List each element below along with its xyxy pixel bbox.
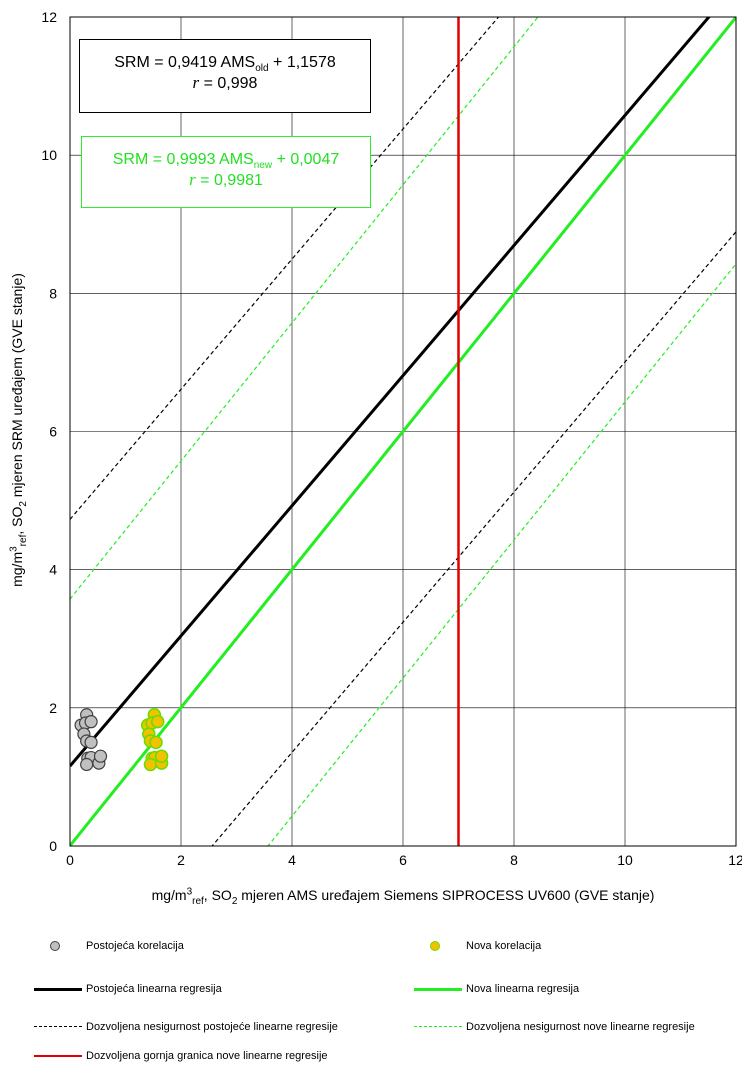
x-tick-label: 10: [617, 852, 633, 868]
legend-item-old-points: Postojeća korelacija: [30, 940, 184, 952]
tick-labels: 0 2 4 6 8 10 12 0 2 4 6 8 10 12: [41, 9, 742, 868]
y-tick-label: 10: [41, 147, 57, 163]
old-data-point: [80, 757, 94, 772]
x-tick-label: 6: [399, 852, 407, 868]
old-data-point: [93, 749, 108, 763]
x-axis-label: mg/m3ref, SO2 mjeren AMS uređajem Siemen…: [151, 886, 655, 907]
y-tick-label: 4: [49, 562, 57, 578]
old-regression-line: [70, 17, 711, 767]
x-tick-label: 8: [510, 852, 518, 868]
legend-item-old-band: Dozvoljena nesigurnost postojeće linearn…: [30, 1021, 338, 1033]
x-tick-label: 12: [728, 852, 742, 868]
regression-lines: [70, 17, 736, 846]
new-data-point: [154, 749, 169, 763]
yellow-dot-icon: [410, 940, 462, 952]
new-data-point: [143, 757, 158, 772]
new-data-point: [150, 714, 165, 729]
new-regression-line: [70, 17, 736, 846]
new-band-lower-line: [267, 263, 736, 846]
old-band-upper-line: [70, 17, 500, 520]
legend-item-limit-line: Dozvoljena gornja granica nove linearne …: [30, 1050, 328, 1062]
legend-item-new-points: Nova korelacija: [410, 940, 541, 952]
old-data-point: [84, 715, 98, 729]
solid-green-line-icon: [410, 983, 462, 995]
y-tick-label: 12: [41, 9, 57, 25]
gray-dot-icon: [30, 940, 82, 952]
legend-item-old-line: Postojeća linearna regresija: [30, 983, 222, 995]
y-tick-label: 0: [49, 838, 57, 854]
dashed-green-line-icon: [410, 1021, 462, 1033]
y-axis-label: mg/m3ref, SO2 mjeren SRM uređajem (GVE s…: [8, 273, 29, 587]
legend-item-new-band: Dozvoljena nesigurnost nove linearne reg…: [410, 1021, 695, 1033]
plot-frame: [69, 16, 737, 847]
old-band-lower-line: [211, 231, 736, 846]
equation-box-old: SRM = 0,9419 AMSold + 1,1578 r = 0,998: [79, 39, 371, 113]
equation-box-new: SRM = 0,9993 AMSnew + 0,0047 r = 0,9981: [81, 136, 371, 208]
legend-item-new-line: Nova linearna regresija: [410, 983, 579, 995]
data-points: [74, 707, 169, 772]
dashed-black-line-icon: [30, 1021, 82, 1033]
x-tick-label: 2: [177, 852, 185, 868]
y-tick-label: 6: [49, 424, 57, 440]
solid-red-line-icon: [30, 1050, 82, 1062]
equation-old: SRM = 0,9419 AMSold + 1,1578: [114, 54, 336, 75]
equation-new: SRM = 0,9993 AMSnew + 0,0047: [112, 151, 340, 172]
new-data-point: [149, 735, 163, 750]
old-data-point: [84, 735, 98, 749]
x-tick-label: 4: [288, 852, 296, 868]
new-band-upper-line: [70, 17, 539, 600]
y-tick-label: 8: [49, 285, 57, 301]
y-tick-label: 2: [49, 700, 57, 716]
correlation-new: r = 0,9981: [189, 170, 263, 189]
x-tick-label: 0: [66, 852, 74, 868]
correlation-old: r = 0,998: [192, 73, 258, 92]
solid-black-line-icon: [30, 983, 82, 995]
